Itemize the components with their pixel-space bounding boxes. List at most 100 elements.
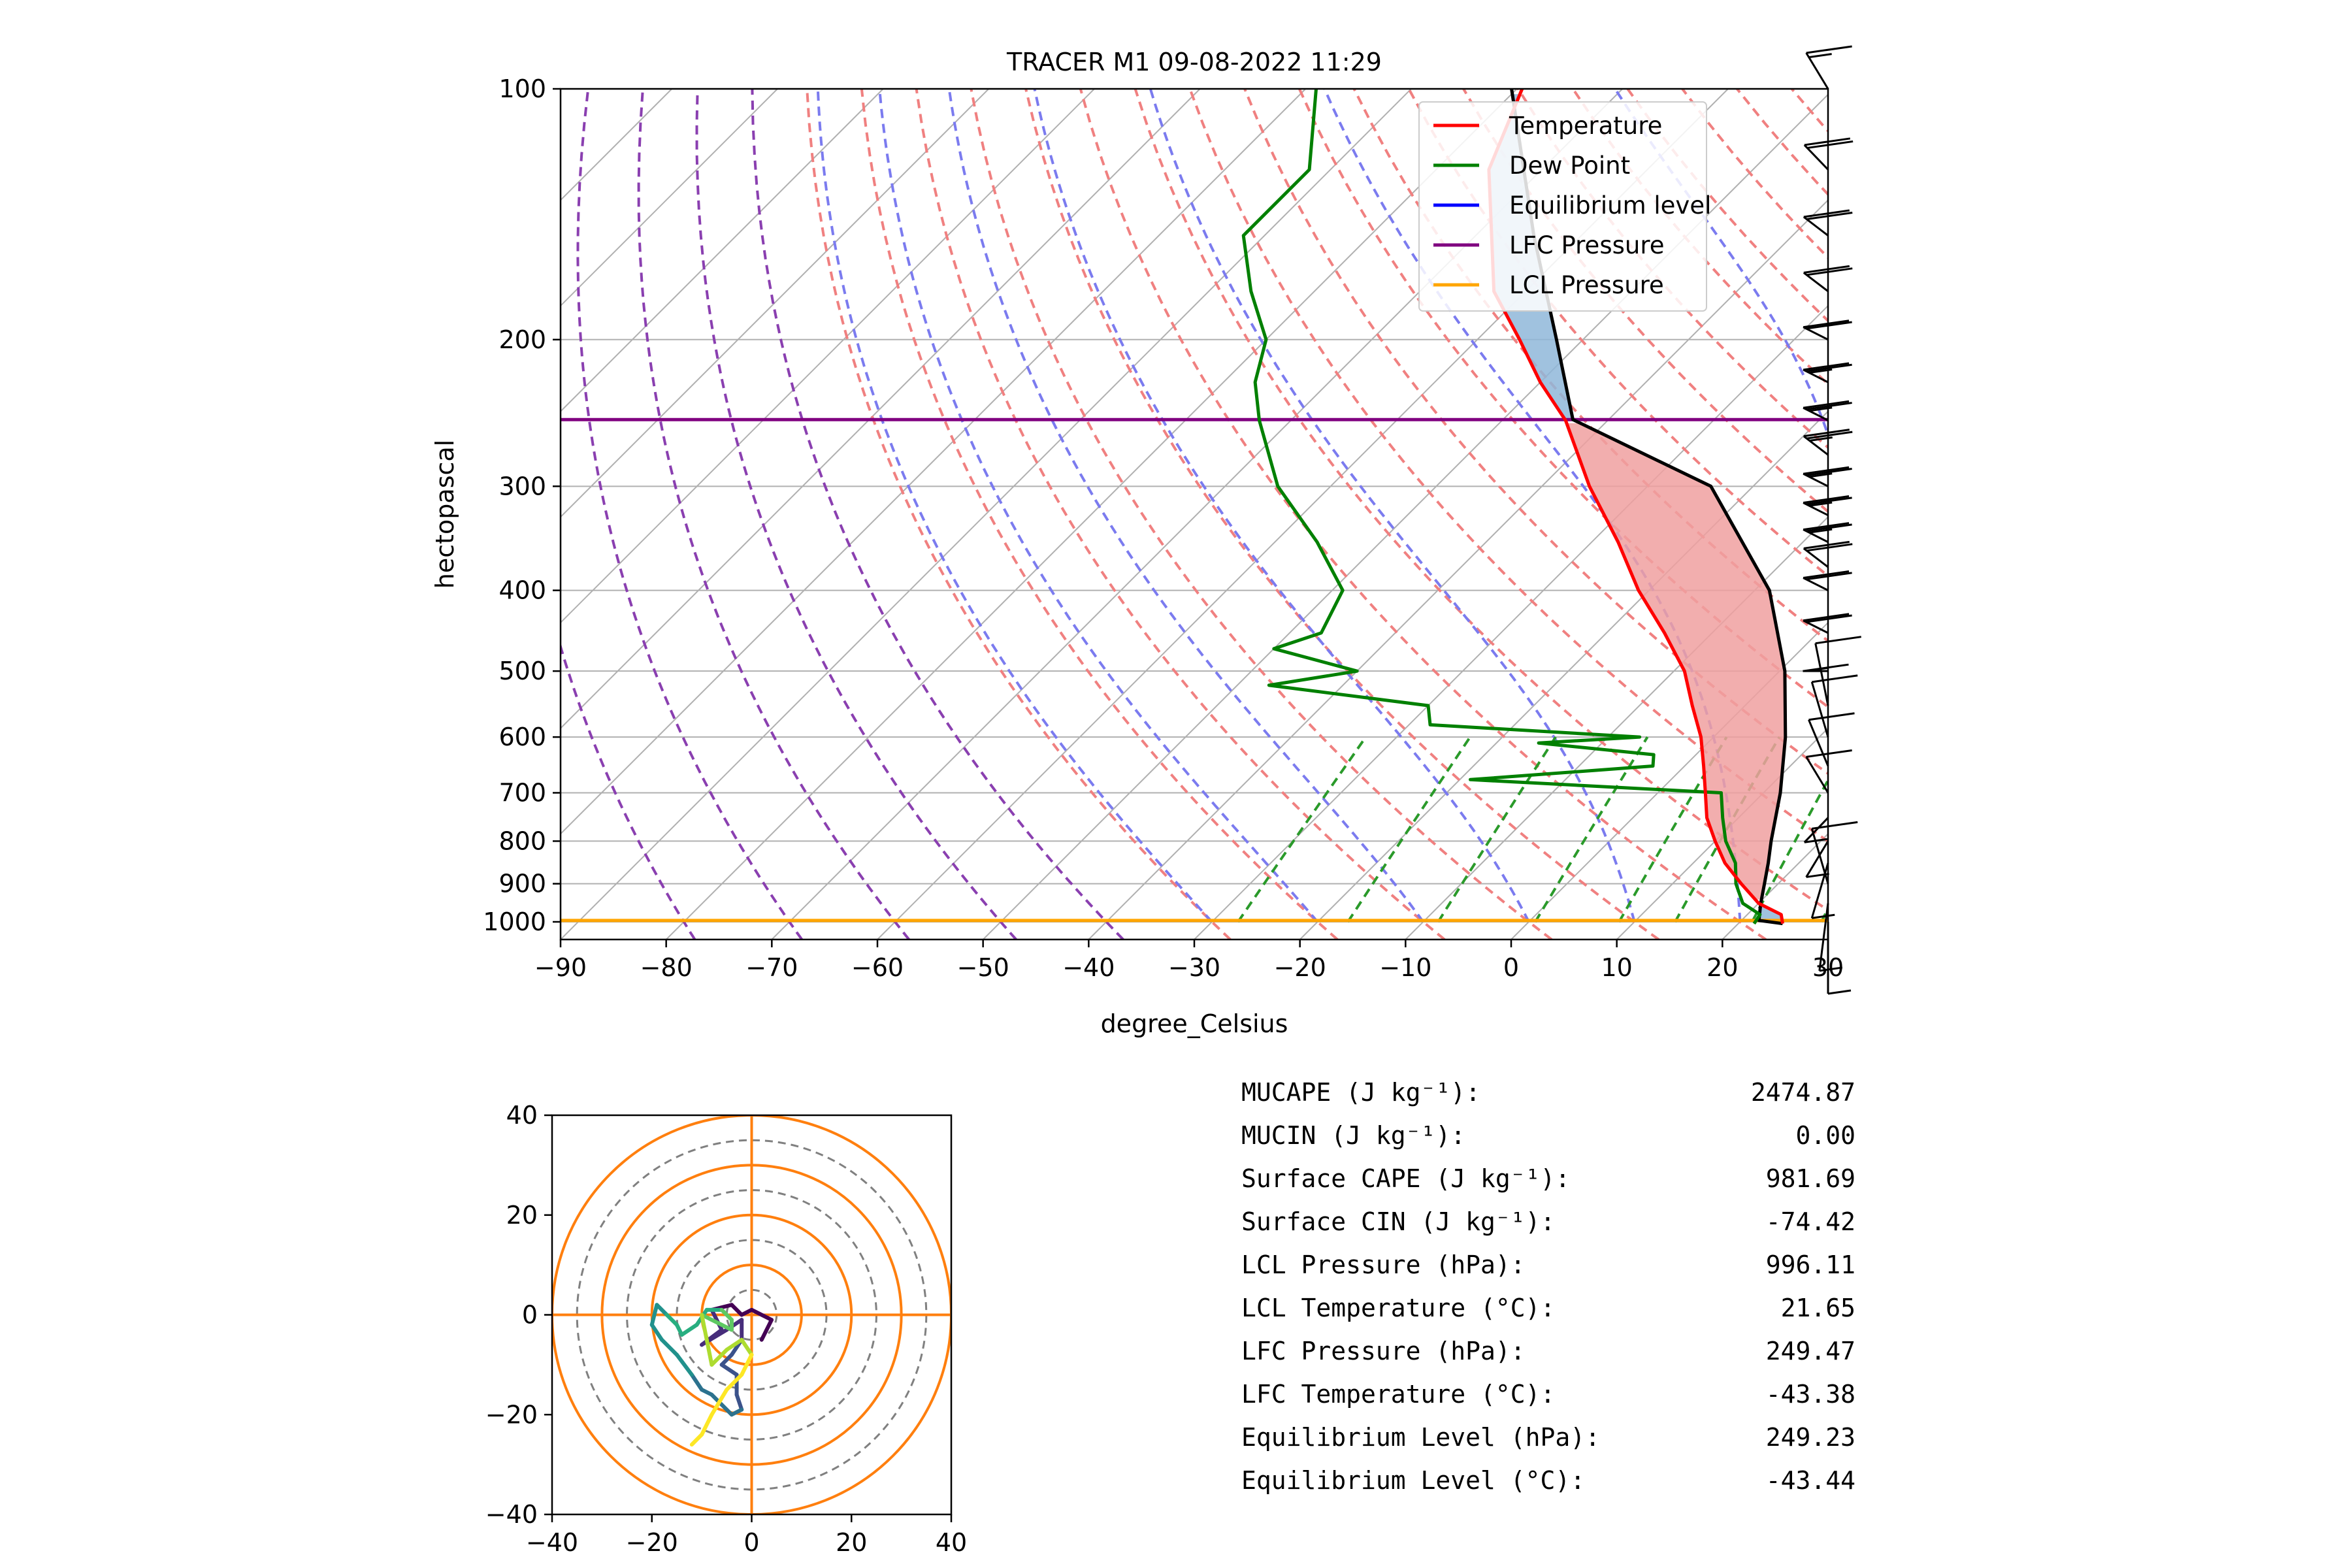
hodo-y-tick-label: 20 <box>506 1201 538 1230</box>
wind-barb <box>1805 45 1852 90</box>
isotherm-line <box>1722 832 1828 939</box>
hodograph-segment <box>689 1432 704 1447</box>
legend-label-equilibrium-level: Equilibrium level <box>1509 191 1711 220</box>
stat-label: MUCAPE (J kg⁻¹): <box>1241 1078 1481 1107</box>
isotherm-line <box>1405 515 1828 939</box>
hodo-y-tick-label: −40 <box>485 1500 538 1529</box>
dry-adiabat <box>1407 89 1828 578</box>
dry-adiabat <box>1079 89 1767 939</box>
stat-row: Equilibrium Level (hPa): 249.23 <box>1241 1423 1855 1466</box>
mixing-ratio-line <box>1237 736 1367 923</box>
wind-barb <box>1805 749 1852 794</box>
y-axis-label: hectopascal <box>431 440 459 589</box>
hodograph-segment <box>689 1373 704 1392</box>
stat-label: LFC Temperature (°C): <box>1241 1380 1556 1409</box>
wind-barb <box>1803 570 1852 591</box>
stat-value: -74.42 <box>1765 1207 1855 1236</box>
wind-barb <box>1803 362 1852 384</box>
wind-barb <box>1803 400 1852 421</box>
hodograph-segment <box>725 1337 744 1352</box>
wind-barb <box>1827 921 1852 995</box>
x-tick-label: −50 <box>957 953 1009 982</box>
wind-barb <box>1814 636 1861 706</box>
hodograph-segment <box>719 1362 739 1377</box>
hodograph-segment <box>679 1322 699 1337</box>
hodograph-segment <box>710 1347 729 1367</box>
cold-adiabat <box>561 642 696 939</box>
mixing-ratio-line <box>1347 736 1471 923</box>
x-tick-label: 10 <box>1601 953 1632 982</box>
stat-label: LFC Pressure (hPa): <box>1241 1337 1526 1365</box>
stat-value: 249.47 <box>1765 1337 1855 1365</box>
stat-label: LCL Pressure (hPa): <box>1241 1250 1526 1279</box>
wind-barb <box>1803 429 1853 456</box>
y-tick-label: 900 <box>498 870 546 898</box>
wind-barb <box>1803 137 1854 171</box>
stat-label: Equilibrium Level (°C): <box>1241 1466 1586 1495</box>
skew-t-grid <box>561 89 2352 939</box>
mixing-ratio-line <box>1820 906 1828 923</box>
isotherm-line <box>561 89 884 413</box>
hodograph-rings <box>552 1115 951 1514</box>
hodograph-segment <box>719 1307 734 1322</box>
mixing-ratio-line <box>1751 777 1828 923</box>
wind-barb <box>1803 540 1853 568</box>
legend-box <box>1418 101 1707 312</box>
hodograph-segment <box>700 1313 709 1342</box>
hodo-x-tick-label: −40 <box>526 1528 578 1557</box>
moist-adiabat <box>816 89 1213 923</box>
cold-adiabat <box>576 89 804 939</box>
isotherm-line <box>561 89 1095 624</box>
legend-label-dewpoint: Dew Point <box>1509 152 1630 180</box>
dry-adiabat <box>860 89 1339 939</box>
x-tick-label: −10 <box>1379 953 1431 982</box>
hodograph-segment <box>700 1413 714 1437</box>
legend: Temperature Dew Point Equilibrium level … <box>1418 101 1711 312</box>
wind-barb <box>1803 209 1853 237</box>
wind-barb <box>1803 817 1829 843</box>
wind-barb <box>1803 466 1852 487</box>
dry-adiabat <box>1681 89 1828 260</box>
hodo-x-tick-label: 20 <box>836 1528 867 1557</box>
hodograph-segment <box>660 1337 679 1357</box>
dry-adiabat <box>1188 89 1828 843</box>
y-tick-label: 100 <box>498 74 546 103</box>
y-tick-label: 500 <box>498 657 546 685</box>
hodograph-segment <box>725 1373 744 1392</box>
legend-label-lfc-pressure: LFC Pressure <box>1509 231 1664 259</box>
x-tick-label: 20 <box>1707 953 1738 982</box>
wind-barb <box>1803 319 1852 341</box>
temperature-line <box>1487 89 1784 924</box>
stat-value: 981.69 <box>1765 1164 1855 1193</box>
x-tick-label: −70 <box>745 953 798 982</box>
wind-barb <box>1810 862 1835 919</box>
isotherm-line <box>1511 621 1828 939</box>
chart-title: TRACER M1 09-08-2022 11:29 <box>1006 48 1382 76</box>
stat-row: Surface CIN (J kg⁻¹): -74.42 <box>1241 1207 1855 1250</box>
hodograph-segment <box>710 1388 729 1417</box>
isotherm-line <box>1934 89 2352 939</box>
profile-lines <box>561 89 1828 926</box>
parcel-profile-line <box>1510 89 1788 926</box>
hodograph-segment <box>749 1307 774 1322</box>
x-tick-label: −60 <box>851 953 904 982</box>
stat-label: Surface CAPE (J kg⁻¹): <box>1241 1164 1571 1193</box>
cold-adiabat <box>695 89 1017 939</box>
stat-value: 0.00 <box>1795 1121 1855 1150</box>
y-tick-label: 400 <box>498 576 546 605</box>
stat-row: MUCIN (J kg⁻¹): 0.00 <box>1241 1121 1855 1164</box>
wind-barb <box>1803 265 1853 293</box>
hodo-x-tick-label: −20 <box>626 1528 678 1557</box>
hodograph-segment <box>649 1322 664 1342</box>
stat-row: LFC Temperature (°C): -43.38 <box>1241 1380 1855 1423</box>
hodograph-trace <box>649 1303 774 1447</box>
hodograph-segment <box>710 1307 724 1332</box>
isotherm-line <box>561 89 673 201</box>
isotherm-line <box>561 89 990 518</box>
y-tick-label: 200 <box>498 325 546 354</box>
x-axis-label: degree_Celsius <box>1101 1009 1288 1038</box>
hodograph-segment <box>664 1313 679 1327</box>
dry-adiabat <box>1790 89 1828 133</box>
dry-adiabat <box>970 89 1553 939</box>
dry-adiabat <box>1134 89 1828 912</box>
